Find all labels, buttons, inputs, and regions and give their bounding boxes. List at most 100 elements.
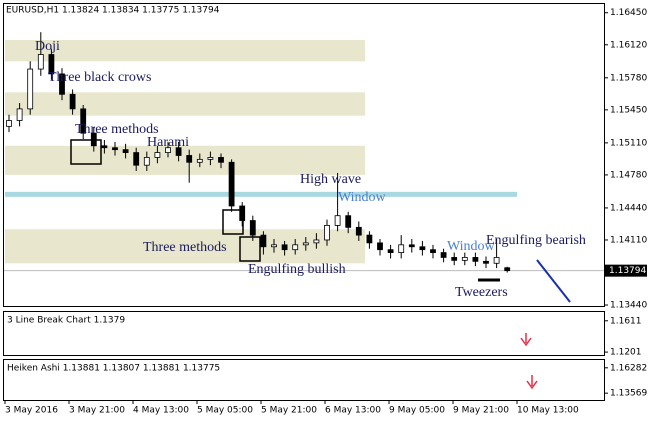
line-break-panel	[3, 311, 605, 356]
y-tick-label: 1.14440	[610, 203, 647, 213]
candle-body	[292, 244, 299, 251]
down-arrow-icon	[526, 375, 538, 390]
candle-body	[377, 242, 383, 251]
x-tick-label: 9 May 21:00	[453, 406, 509, 416]
candle-body	[143, 157, 150, 166]
pattern-box	[222, 209, 244, 235]
y-tick-label: 1.13569	[610, 389, 647, 399]
candle-body	[387, 249, 394, 253]
candle-body	[483, 260, 489, 264]
candle-body	[324, 225, 330, 241]
forecast-arrow	[536, 259, 571, 303]
candle-body	[101, 145, 108, 149]
x-tick-label: 3 May 2016	[5, 406, 58, 416]
annotation: Three black crows	[48, 70, 151, 85]
annotation: Tweezers	[455, 285, 508, 300]
candle-body	[461, 257, 468, 261]
y-tick-label: 1.14110	[610, 235, 647, 245]
zone	[5, 92, 365, 116]
candle-body	[313, 239, 320, 244]
candle-body	[451, 257, 458, 261]
candle-body	[355, 226, 362, 236]
candle-body	[175, 147, 182, 156]
candle-body	[302, 242, 309, 246]
candle-body	[249, 220, 256, 236]
candle-body	[165, 147, 171, 153]
candle-body	[440, 252, 447, 258]
candle-body	[239, 205, 246, 221]
candle-body	[59, 73, 65, 95]
candle-body	[186, 155, 193, 163]
down-arrow-icon	[520, 333, 532, 347]
candle-body	[196, 158, 203, 163]
y-tick-label: 1.13440	[610, 301, 647, 311]
line-break-title: 3 Line Break Chart 1.1379	[7, 316, 125, 326]
annotation: Window	[338, 190, 387, 205]
annotation: Three methods	[75, 122, 159, 137]
candle-body	[154, 152, 161, 158]
current-price-box	[605, 264, 647, 277]
candle-body	[218, 157, 224, 163]
y-tick-label: 1.15780	[610, 73, 647, 83]
window-level	[5, 191, 517, 197]
candle-body	[398, 244, 405, 253]
annotation: Engulfing bearish	[486, 233, 586, 248]
candle-body	[408, 244, 415, 248]
annotation: Three methods	[143, 240, 227, 255]
candle-body	[419, 246, 426, 251]
heiken-ashi-panel	[3, 359, 605, 401]
annotation: Window	[447, 239, 496, 254]
annotation: High wave	[300, 172, 361, 187]
candle-body	[122, 149, 129, 153]
annotation: Engulfing bullish	[248, 262, 346, 277]
candle-body	[472, 257, 479, 262]
candle-body	[493, 257, 500, 264]
x-tick-label: 5 May 05:00	[197, 406, 253, 416]
candle-body	[271, 244, 277, 248]
main-panel	[3, 3, 605, 307]
y-tick-label: 1.14780	[610, 170, 647, 180]
y-tick-label: 1.1611	[610, 316, 642, 326]
candle-body	[112, 147, 118, 151]
x-tick-label: 4 May 13:00	[133, 406, 189, 416]
x-tick-label: 10 May 13:00	[517, 406, 579, 416]
candle-body	[37, 54, 44, 70]
y-tick-label: 1.1201	[610, 348, 642, 358]
chart-title: EURUSD,H1 1.13824 1.13834 1.13775 1.1379…	[6, 6, 220, 16]
candle-body	[16, 108, 23, 121]
candle-body	[334, 215, 341, 226]
annotation: Doji	[35, 39, 60, 54]
candle-body	[281, 244, 288, 251]
x-tick-label: 3 May 21:00	[69, 406, 125, 416]
candle-body	[6, 120, 12, 127]
x-tick-label: 6 May 13:00	[325, 406, 381, 416]
y-tick-label: 1.15110	[610, 138, 647, 148]
candle-body	[48, 54, 55, 75]
zone	[5, 39, 365, 62]
candle-body	[207, 157, 214, 160]
candle-body	[133, 152, 140, 166]
y-tick-label: 1.16450	[610, 8, 647, 18]
x-tick-label: 9 May 05:00	[389, 406, 445, 416]
candle-body	[27, 68, 34, 110]
candle-body	[366, 234, 373, 244]
zone	[5, 145, 365, 175]
zone	[5, 229, 365, 264]
x-tick-label: 5 May 21:00	[261, 406, 317, 416]
pattern-box	[70, 139, 102, 165]
candle-body	[69, 93, 76, 110]
candle-body	[80, 108, 87, 134]
candle-body	[430, 249, 436, 253]
y-tick-label: 1.16120	[610, 40, 647, 50]
candle-body	[260, 234, 267, 248]
y-tick-label: 1.16282	[610, 363, 647, 373]
candle-body	[345, 215, 352, 228]
pattern-box	[239, 236, 261, 262]
annotation: Harami	[147, 135, 189, 150]
candle-body	[504, 267, 511, 272]
candle-body	[228, 161, 235, 207]
current-price-label: 1.13794	[609, 266, 646, 276]
heiken-ashi-title: Heiken Ashi 1.13881 1.13807 1.13881 1.13…	[7, 364, 220, 374]
